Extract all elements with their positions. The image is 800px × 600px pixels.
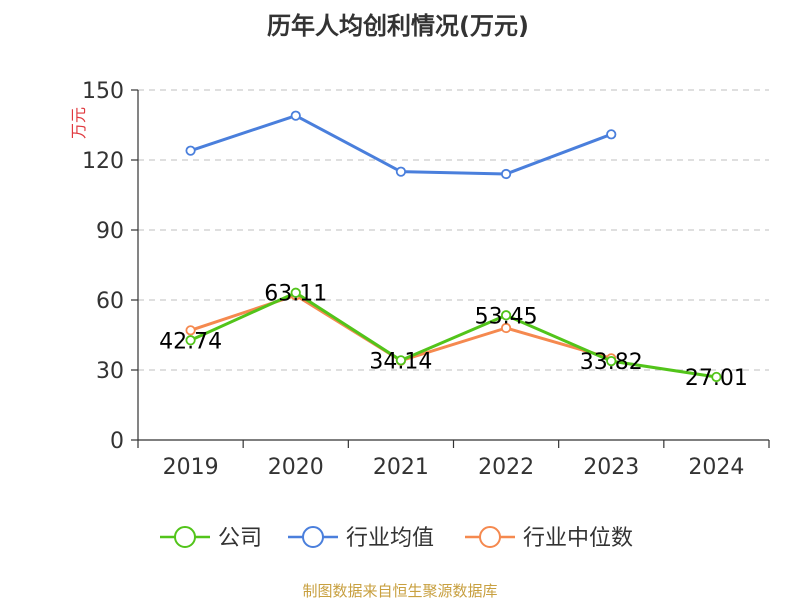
data-label: 33.82 (580, 350, 643, 375)
y-tick-label: 90 (96, 219, 124, 244)
data-label: 63.11 (264, 282, 327, 307)
x-tick-label: 2023 (583, 455, 639, 480)
data-point (185, 335, 196, 346)
source-note: 制图数据来自恒生聚源数据库 (302, 582, 497, 600)
data-point (395, 166, 407, 177)
x-tick-label: 2019 (163, 455, 219, 480)
data-point (290, 287, 301, 298)
data-point (500, 322, 512, 334)
legend-marker-icon (174, 526, 196, 548)
series-company (185, 287, 722, 383)
legend-label: 行业中位数 (523, 526, 633, 551)
data-label: 34.14 (369, 349, 432, 374)
legend-marker-icon (302, 526, 324, 548)
legend-label: 行业均值 (346, 526, 434, 551)
y-tick-label: 0 (110, 429, 124, 454)
y-tick-label: 60 (96, 289, 124, 314)
y-tick-label: 120 (82, 149, 124, 174)
plot-area (185, 110, 722, 383)
legend-label: 公司 (218, 526, 262, 551)
x-tick-label: 2022 (478, 455, 534, 480)
legend-item[interactable]: 行业中位数 (465, 526, 633, 551)
legend-item[interactable]: 行业均值 (288, 526, 434, 551)
chart-title: 历年人均创利情况(万元) (267, 12, 529, 40)
x-tick-label: 2021 (373, 455, 429, 480)
data-labels: 42.74 63.11 34.14 53.45 33.82 27.01 (159, 282, 748, 391)
data-point (711, 371, 722, 383)
data-point (290, 110, 301, 121)
y-tick-label: 30 (96, 359, 124, 384)
series-line (189, 291, 718, 379)
data-label: 53.45 (475, 304, 538, 329)
grid-lines (138, 89, 769, 371)
data-point (606, 355, 617, 367)
axes: 0 30 60 90 120 150 2019 2020 2021 2022 2023 2024 (82, 79, 770, 480)
series-line (189, 114, 613, 176)
series-industry-mean (185, 110, 617, 180)
data-label: 42.74 (159, 329, 222, 354)
x-tick-label: 2020 (268, 455, 324, 480)
data-point (500, 168, 512, 180)
legend[interactable]: 公司 行业均值 行业中位数 (160, 526, 633, 551)
y-tick-label: 150 (82, 79, 124, 104)
x-tick-label: 2024 (688, 455, 744, 480)
data-point (395, 355, 407, 366)
data-point (185, 325, 196, 336)
y-axis-label: 万元 (69, 107, 88, 139)
legend-item[interactable]: 公司 (160, 526, 262, 551)
legend-marker-icon (479, 526, 501, 548)
data-point (185, 145, 196, 156)
data-point (500, 310, 512, 321)
data-point (606, 129, 617, 140)
data-label: 27.01 (685, 366, 748, 391)
